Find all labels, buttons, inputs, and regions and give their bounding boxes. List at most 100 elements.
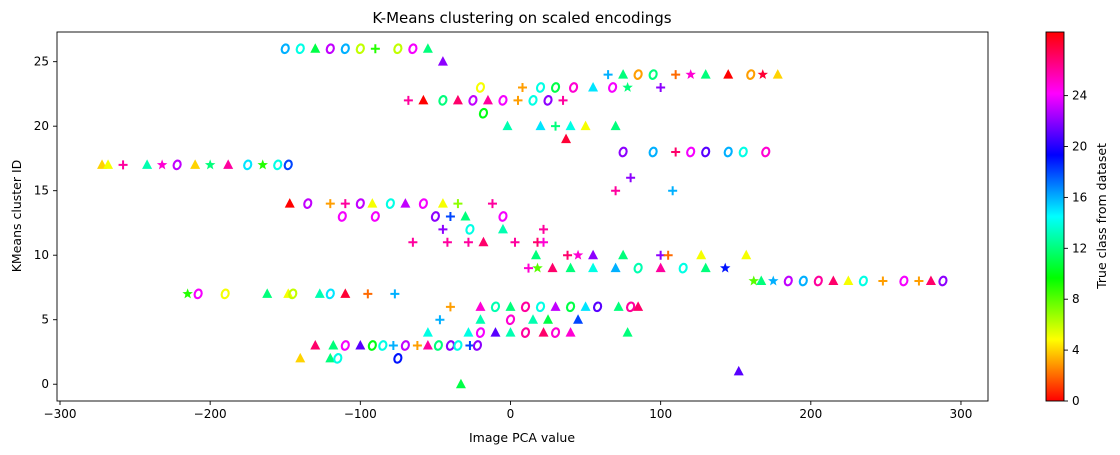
point-plus bbox=[603, 70, 613, 80]
point-triangle bbox=[452, 94, 463, 105]
point-triangle bbox=[505, 327, 516, 337]
point-triangle bbox=[463, 327, 474, 337]
point-ring bbox=[393, 353, 403, 364]
point-ring bbox=[618, 146, 628, 158]
point-plus bbox=[663, 250, 673, 260]
point-triangle bbox=[284, 198, 295, 208]
point-triangle bbox=[310, 340, 321, 350]
colorbar-ticks: 0 4 8 12 16 20 24 bbox=[1064, 89, 1087, 408]
point-ring bbox=[472, 340, 483, 351]
point-plus bbox=[524, 263, 534, 273]
point-triangle bbox=[925, 275, 936, 286]
point-ring bbox=[325, 43, 335, 55]
x-axis-label: Image PCA value bbox=[469, 430, 575, 445]
colorbar-tick-label: 24 bbox=[1072, 89, 1087, 103]
point-triangle bbox=[455, 378, 466, 389]
point-plus bbox=[435, 315, 445, 325]
x-tick-label: −200 bbox=[194, 407, 227, 421]
point-star bbox=[532, 262, 543, 273]
point-triangle bbox=[618, 69, 629, 79]
point-triangle bbox=[741, 249, 752, 260]
point-triangle bbox=[325, 352, 336, 363]
point-triangle bbox=[103, 159, 114, 169]
colorbar-tick-label: 20 bbox=[1072, 140, 1087, 154]
point-triangle bbox=[733, 365, 744, 376]
point-plus bbox=[539, 224, 549, 234]
point-plus bbox=[671, 70, 681, 80]
point-plus bbox=[390, 289, 400, 299]
point-triangle bbox=[142, 159, 153, 169]
point-plus bbox=[487, 199, 497, 209]
point-ring bbox=[701, 146, 711, 158]
point-ring bbox=[858, 275, 868, 287]
point-ring bbox=[273, 159, 283, 171]
point-plus bbox=[558, 95, 568, 105]
point-plus bbox=[363, 289, 373, 299]
point-triangle bbox=[355, 340, 366, 350]
point-triangle bbox=[843, 275, 854, 286]
colorbar bbox=[1045, 31, 1065, 402]
point-triangle bbox=[565, 262, 576, 273]
point-triangle bbox=[314, 288, 325, 298]
point-triangle bbox=[588, 81, 599, 92]
point-plus bbox=[370, 44, 380, 54]
point-plus bbox=[671, 147, 681, 157]
point-plus bbox=[656, 82, 666, 92]
colorbar-tick-label: 12 bbox=[1072, 241, 1087, 255]
point-ring bbox=[303, 198, 313, 209]
point-ring bbox=[783, 275, 793, 287]
point-plus bbox=[453, 199, 463, 209]
point-triangle bbox=[610, 262, 621, 273]
colorbar-tick-label: 8 bbox=[1072, 292, 1080, 306]
point-triangle bbox=[437, 56, 448, 66]
point-triangle bbox=[700, 262, 711, 273]
y-tick-label: 10 bbox=[34, 248, 49, 262]
point-triangle bbox=[418, 94, 429, 105]
point-triangle bbox=[756, 275, 767, 286]
x-tick-label: 100 bbox=[649, 407, 672, 421]
point-ring bbox=[938, 275, 948, 287]
point-triangle bbox=[696, 249, 707, 260]
point-triangle bbox=[490, 327, 501, 337]
point-triangle bbox=[460, 211, 471, 221]
point-ring bbox=[280, 43, 290, 55]
point-triangle bbox=[283, 288, 294, 298]
point-triangle bbox=[497, 223, 508, 234]
point-ring bbox=[648, 69, 658, 80]
point-ring bbox=[355, 198, 365, 209]
point-ring bbox=[550, 327, 561, 338]
point-ring bbox=[498, 95, 508, 106]
point-star bbox=[204, 159, 216, 170]
point-plus bbox=[551, 121, 561, 131]
point-ring bbox=[543, 95, 553, 106]
point-star bbox=[768, 275, 779, 286]
point-plus bbox=[539, 237, 549, 247]
point-star bbox=[685, 69, 696, 80]
point-ring bbox=[340, 43, 350, 55]
point-ring bbox=[723, 146, 733, 158]
point-ring bbox=[438, 95, 448, 106]
point-triangle bbox=[223, 159, 234, 169]
point-ring bbox=[550, 82, 561, 93]
point-triangle bbox=[295, 352, 306, 363]
point-ring bbox=[193, 288, 203, 300]
point-ring bbox=[243, 159, 253, 171]
point-ring bbox=[400, 340, 410, 351]
point-ring bbox=[565, 301, 576, 313]
point-triangle bbox=[340, 288, 351, 298]
point-star bbox=[748, 275, 759, 286]
y-tick-label: 25 bbox=[34, 55, 49, 69]
x-tick-label: −300 bbox=[44, 407, 77, 421]
point-star bbox=[622, 81, 633, 92]
point-ring bbox=[475, 327, 486, 338]
point-ring bbox=[337, 211, 347, 222]
point-star bbox=[757, 69, 768, 80]
point-ring bbox=[738, 146, 748, 158]
y-axis-label: KMeans cluster ID bbox=[9, 160, 24, 273]
point-star bbox=[182, 288, 193, 299]
point-ring bbox=[288, 288, 298, 300]
point-plus bbox=[408, 237, 418, 247]
point-triangle bbox=[613, 301, 624, 311]
point-triangle bbox=[633, 301, 644, 311]
point-triangle bbox=[622, 327, 633, 337]
